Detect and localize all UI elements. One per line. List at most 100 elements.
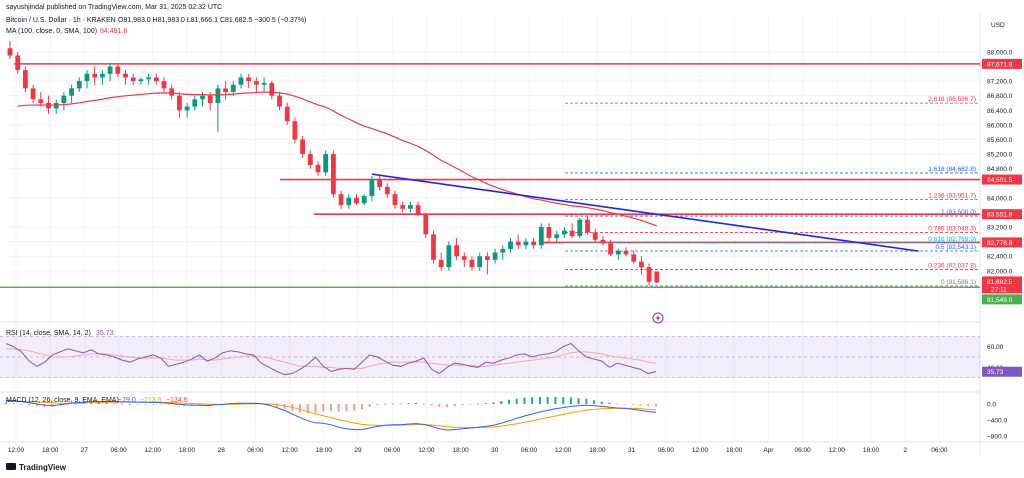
macd-histogram-bar (175, 404, 178, 406)
macd-histogram-bar (562, 397, 565, 404)
macd-pane: 0.0 −400.0 −800.0 (5, 396, 1007, 441)
rsi-label[interactable]: RSI (14, close, SMA, 14, 2) (6, 330, 91, 337)
macd-histogram-bar (391, 403, 394, 405)
macd-value-2: −213.6 (140, 397, 162, 404)
price-tick-label: 82,400.0 (987, 254, 1013, 261)
macd-histogram-bar (538, 396, 541, 404)
macd-line[interactable] (5, 399, 657, 431)
candle (69, 88, 74, 96)
candle (562, 230, 567, 235)
fib-level-label: 0.786 (83,048.3) (928, 226, 976, 233)
fib-level-label: 1 (83,500.0) (941, 209, 976, 216)
candle (431, 234, 436, 260)
time-tick-label: 06:00 (794, 447, 811, 454)
time-tick-label: 12:00 (418, 447, 435, 454)
macd-histogram-bar (477, 403, 480, 405)
candle (346, 197, 352, 206)
macd-label[interactable]: MACD (12, 26, close, 9, EMA, EMA) (6, 397, 119, 404)
macd-histogram-bar (167, 404, 170, 405)
candle (454, 245, 459, 257)
candle (423, 214, 429, 235)
current-price-tag: 81,682.5 (987, 279, 1013, 286)
candle (84, 73, 90, 82)
macd-histogram-bar (314, 404, 317, 413)
macd-histogram-bar (453, 404, 456, 407)
macd-histogram-bar (90, 403, 93, 404)
macd-tick-label: −400.0 (987, 418, 1007, 425)
candle (485, 256, 490, 260)
macd-histogram-bar (438, 404, 441, 408)
macd-histogram-bar (113, 403, 116, 405)
time-tick-label: 12:00 (829, 447, 846, 454)
candle (623, 250, 629, 255)
trendline-group[interactable] (371, 173, 919, 252)
macd-histogram-bar (492, 402, 495, 404)
candle (639, 261, 644, 268)
time-tick-label: 18:00 (863, 447, 880, 454)
candle (438, 259, 444, 268)
macd-histogram-bar (569, 397, 572, 404)
time-tick-label: Apr (763, 447, 774, 454)
candle (477, 256, 483, 268)
time-tick-label: 18:00 (452, 447, 469, 454)
time-tick-label: 31 (628, 447, 636, 454)
candle (38, 99, 44, 103)
macd-histogram-bar (198, 404, 201, 406)
candle (654, 271, 660, 283)
macd-histogram-bar (515, 398, 518, 404)
level-price-tag-bg (982, 209, 1022, 220)
publisher-text: sayushjindal published on TradingView.co… (6, 4, 222, 11)
candle (469, 259, 475, 268)
candle (408, 205, 413, 209)
descending-trendline[interactable] (371, 173, 919, 252)
candle (538, 227, 544, 246)
candle (146, 77, 151, 80)
candle (331, 154, 336, 195)
rsi-value-tag: 35.73 (987, 369, 1004, 376)
candle (207, 95, 213, 103)
ma-label[interactable]: MA (100, close, 0, SMA, 100) (6, 28, 97, 35)
macd-tick-label: 0.0 (987, 402, 996, 409)
candle (361, 196, 367, 204)
macd-histogram-bar (531, 397, 534, 404)
candle (515, 241, 521, 246)
candle (123, 73, 128, 78)
macd-histogram-bar (35, 404, 38, 406)
macd-histogram-bar (500, 401, 503, 404)
candle (307, 154, 313, 165)
candle (192, 99, 198, 107)
fib-level-label: 0.5 (82,543.1) (936, 244, 976, 251)
fib-level-label: 2.618 (86,596.7) (928, 96, 976, 103)
symbol-title[interactable]: Bitcoin / U.S. Dollar · 1h · KRAKEN (6, 17, 116, 24)
macd-histogram-bar (136, 404, 139, 405)
time-tick-label: 18:00 (726, 447, 743, 454)
macd-histogram-bar (152, 404, 155, 405)
candle (338, 194, 344, 206)
macd-histogram-bar (105, 403, 108, 404)
macd-value-1: −79.0 (118, 397, 136, 404)
rsi-value: 35.73 (96, 330, 114, 337)
macd-histogram-bar (546, 396, 549, 404)
macd-histogram-bar (631, 404, 634, 405)
time-tick-label: 18:00 (589, 447, 606, 454)
candle (138, 79, 144, 82)
moving-average-line[interactable] (17, 91, 657, 227)
candle (161, 81, 167, 89)
time-tick-label: 12:00 (8, 447, 25, 454)
time-axis[interactable]: 12:00 18:00 27 06:00 12:00 18:00 28 06:00 12:00 1… (8, 447, 948, 454)
macd-histogram-bar (600, 401, 603, 404)
time-tick-label: 12:00 (145, 447, 162, 454)
alert-icon[interactable] (652, 312, 664, 324)
price-axis[interactable]: 88,000.0 87,200.0 86,800.0 86,400.0 86,000.0… (982, 49, 1022, 305)
macd-histogram-bar (330, 404, 332, 412)
candle (461, 256, 467, 260)
candle (600, 239, 606, 244)
time-tick-label: 27 (81, 447, 89, 454)
tradingview-logo[interactable]: TradingView (6, 463, 67, 472)
candle (354, 197, 359, 204)
macd-histogram-bar (345, 404, 348, 412)
candle (230, 84, 236, 93)
rsi-line[interactable] (5, 342, 657, 376)
